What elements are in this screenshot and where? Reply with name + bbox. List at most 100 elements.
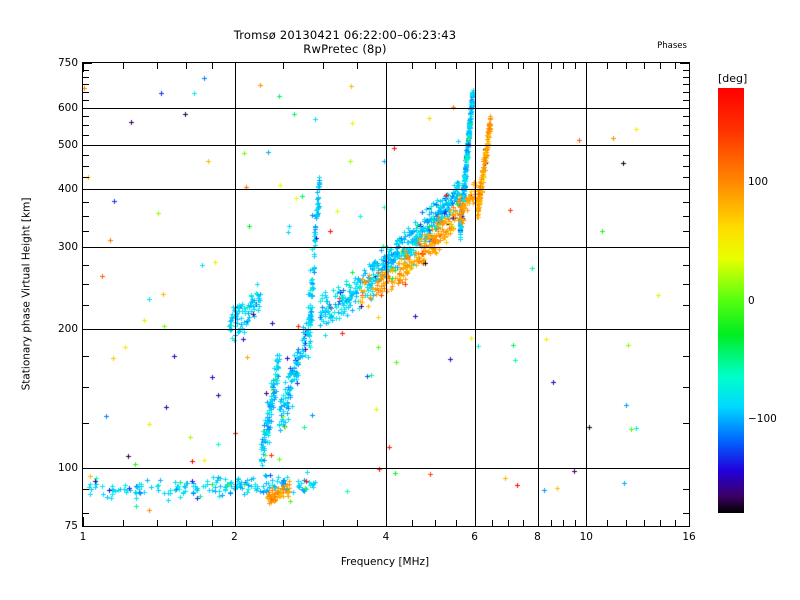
y-axis-tick [680, 526, 689, 527]
x-axis-tick [455, 63, 457, 69]
x-gridline [386, 63, 387, 526]
x-axis-tick [234, 63, 236, 72]
y-axis-tick [683, 99, 689, 101]
y-axis-tick [683, 84, 689, 86]
y-axis-tick [83, 513, 89, 514]
x-axis-tick [586, 63, 588, 72]
x-axis-tick [211, 63, 213, 69]
y-axis-tick [683, 76, 689, 78]
y-axis-tick [683, 177, 689, 179]
y-axis-tick [683, 125, 689, 127]
x-axis-tick [523, 63, 525, 69]
y-axis-tick-label: 750 [57, 57, 78, 69]
x-axis-tick [626, 520, 628, 526]
x-axis-tick [586, 517, 588, 526]
y-axis-tick [83, 216, 89, 218]
y-axis-tick [83, 69, 89, 71]
x-axis-tick-label: 2 [231, 531, 238, 543]
x-axis-tick [474, 517, 476, 526]
y-axis-tick [83, 116, 89, 118]
x-axis-tick [386, 517, 387, 526]
x-axis-tick [411, 63, 413, 69]
plot-area: 75 100 200 300 400 500 600 750 1 2 4 6 8 10 16 [58, 57, 696, 543]
x-axis-tick [386, 63, 387, 72]
plot-title-line-1: Tromsø 20130421 06:22:00–06:23:43 [233, 28, 457, 42]
y-axis-tick [683, 283, 689, 285]
x-axis-tick [689, 517, 690, 526]
y-axis-tick [83, 283, 89, 285]
plot-title-line-2: RwPretec (8p) [303, 42, 387, 56]
colorbar-gradient [718, 88, 744, 513]
x-axis-tick [659, 63, 661, 69]
colorbar-tick-label: −100 [748, 412, 777, 425]
y-axis-tick [683, 231, 689, 233]
x-axis-tick [122, 520, 124, 526]
x-axis-tick [234, 517, 236, 526]
y-gridline [83, 189, 689, 191]
y-axis-tick [683, 216, 689, 218]
x-axis-tick [674, 63, 676, 69]
x-axis-tick [492, 63, 494, 69]
y-axis-tick [683, 154, 689, 156]
colorbar-unit-label: [deg] [718, 72, 748, 85]
x-axis-tick [434, 63, 436, 69]
x-axis-tick [122, 63, 124, 69]
y-gridline [83, 144, 689, 146]
x-axis-title-text: Frequency [MHz] [340, 556, 430, 568]
y-axis-tick [83, 247, 92, 249]
x-axis-tick [550, 520, 552, 526]
x-axis-tick [626, 63, 628, 69]
y-axis-tick [83, 107, 92, 109]
y-gridline [83, 468, 689, 470]
x-axis-tick [659, 520, 661, 526]
y-gridline [83, 247, 689, 249]
x-axis-tick [323, 63, 325, 69]
x-axis-tick [283, 520, 285, 526]
y-axis-tick [83, 423, 89, 425]
y-axis-tick [83, 91, 89, 93]
x-axis-tick-label: 16 [682, 531, 696, 543]
x-axis-tick [323, 520, 325, 526]
y-axis-tick [680, 247, 689, 249]
y-axis-tick [83, 231, 89, 233]
x-axis-tick [474, 63, 476, 72]
y-axis-tick [83, 202, 89, 204]
x-axis-tick [607, 63, 609, 69]
y-axis-tick [683, 513, 689, 514]
x-axis-tick [356, 520, 358, 526]
y-axis-tick [683, 355, 689, 357]
x-axis-tick [283, 63, 285, 69]
x-axis-tick [356, 63, 358, 69]
y-axis-title: Stationary phase Virtual Height [km] [18, 62, 34, 525]
y-axis-tick [680, 328, 689, 330]
y-axis-tick [680, 468, 689, 470]
y-axis-tick [683, 91, 689, 93]
x-gridline [586, 63, 588, 526]
x-axis-tick-label: 1 [79, 531, 87, 543]
y-axis-tick [683, 134, 689, 136]
x-axis-tick [643, 520, 645, 526]
x-axis-tick-label: 8 [534, 531, 541, 543]
y-axis-tick [83, 468, 92, 470]
y-axis-tick [683, 69, 689, 71]
y-axis-tick [683, 386, 689, 388]
x-axis-tick [83, 517, 84, 526]
y-axis-tick-label: 600 [57, 101, 78, 114]
y-axis-tick [83, 144, 92, 146]
y-axis-tick [83, 355, 89, 357]
x-axis-tick [563, 63, 565, 69]
colorbar: 100 0 −100 [718, 88, 777, 513]
plot-title: Tromsø 20130421 06:22:00–06:23:43 RwPret… [0, 28, 690, 56]
y-axis-tick-label: 500 [57, 138, 78, 151]
x-axis-tick-label: 4 [382, 531, 390, 543]
x-axis-tick [550, 63, 552, 69]
x-axis-tick [434, 520, 436, 526]
x-axis-tick [83, 63, 84, 72]
y-axis-tick-label: 300 [57, 241, 78, 254]
y-axis-tick [83, 386, 89, 388]
x-gridline [234, 63, 236, 526]
y-axis-tick [83, 84, 89, 86]
x-axis-tick [689, 63, 690, 72]
y-axis-tick [83, 134, 89, 136]
